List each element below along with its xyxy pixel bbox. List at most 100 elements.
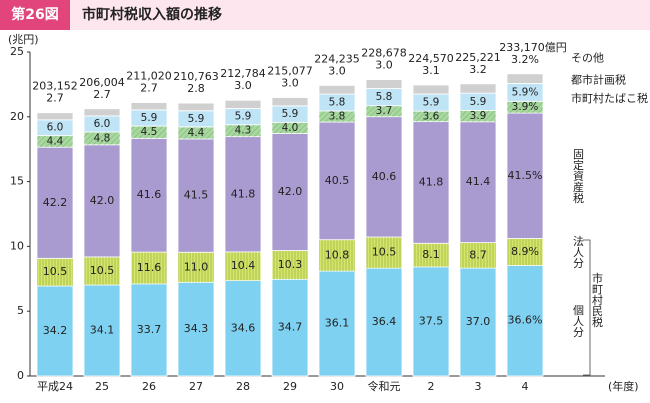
x-tick-label: 平成24 (37, 380, 73, 393)
value-label: 42.2 (43, 196, 68, 209)
value-label: 41.5 (184, 189, 209, 202)
value-label: 5.8 (376, 91, 393, 103)
value-label: 34.3 (184, 322, 209, 335)
segment-texture (178, 252, 214, 283)
value-label: 40.5 (325, 174, 350, 187)
y-tick-label: 20 (10, 110, 24, 123)
value-label: 36.4 (372, 315, 397, 328)
segment-texture (178, 126, 214, 139)
value-label: 8.9% (511, 245, 539, 258)
value-label: 6.0 (47, 122, 64, 134)
bar-segment (506, 112, 544, 239)
value-label: 41.6 (137, 188, 162, 201)
value-label: 3.8 (329, 110, 346, 122)
segment-texture (272, 250, 308, 280)
value-label: 4.5 (141, 126, 158, 138)
total-label: 225,221 (455, 51, 501, 64)
bar-segment (130, 283, 168, 377)
total-label: 224,570 (408, 52, 454, 65)
figure-badge (0, 0, 70, 30)
segment-texture (507, 238, 543, 266)
value-label: 3.2 (469, 63, 487, 76)
bar-segment (412, 121, 450, 244)
segment-texture (272, 122, 308, 134)
value-label: 34.6 (231, 321, 256, 334)
value-label: 37.5 (419, 314, 444, 327)
x-tick-label: 29 (283, 380, 297, 393)
value-label: 2.7 (140, 82, 158, 95)
total-label: 233,170億円 (499, 41, 567, 54)
legend-label: 市町村たばこ税 (571, 91, 648, 105)
value-label: 40.6 (372, 170, 397, 183)
legend-label: その他 (571, 52, 604, 65)
value-label: 3.0 (281, 77, 299, 90)
value-label: 2.8 (187, 82, 205, 95)
value-label: 3.6 (423, 110, 440, 122)
value-label: 5.9 (470, 96, 487, 108)
segment-texture (319, 110, 355, 123)
x-tick-label: 3 (475, 380, 482, 393)
value-label: 3.9% (512, 101, 539, 113)
value-label: 3.9 (470, 110, 487, 122)
value-label: 34.1 (90, 323, 115, 336)
value-label: 10.5 (43, 265, 68, 278)
value-label: 42.0 (278, 185, 303, 198)
segment-texture (131, 126, 167, 139)
segment-texture (413, 111, 449, 122)
header-band (0, 0, 650, 30)
bar-segment (83, 284, 121, 377)
value-label: 4.4 (47, 135, 64, 147)
value-label: 5.9 (423, 97, 440, 109)
value-label: 3.2% (511, 53, 539, 66)
bar-segment (412, 84, 450, 95)
bar-segment (459, 83, 497, 94)
value-label: 4.4 (188, 127, 205, 139)
value-label: 37.0 (466, 315, 491, 328)
bar-segment (36, 112, 74, 121)
bar-segment (459, 121, 497, 244)
value-label: 10.5 (90, 264, 115, 277)
value-label: 11.0 (184, 260, 209, 273)
segment-texture (366, 105, 402, 117)
segment-texture (225, 251, 261, 281)
x-tick-label: 4 (522, 380, 529, 393)
value-label: 3.0 (375, 59, 393, 72)
segment-texture (225, 124, 261, 137)
total-label: 211,020 (126, 70, 172, 83)
x-tick-label: 28 (236, 380, 250, 393)
value-label: 36.6% (508, 314, 543, 327)
segment-texture (131, 252, 167, 284)
legend-label: 個人分 (572, 304, 585, 337)
bar-segment (506, 264, 544, 377)
bar-segment (271, 133, 309, 251)
value-label: 10.8 (325, 248, 350, 261)
x-tick-label: 2 (428, 380, 435, 393)
value-label: 5.9 (282, 108, 299, 120)
bar-segment (224, 136, 262, 253)
legend-label: 固定資産税 (572, 148, 585, 203)
bar-segment (318, 121, 356, 241)
value-label: 3.0 (328, 64, 346, 77)
y-tick-label: 0 (17, 369, 24, 382)
x-tick-label: 令和元 (368, 379, 401, 393)
segment-texture (84, 131, 120, 145)
value-label: 11.6 (137, 261, 162, 274)
x-tick-label: 30 (330, 380, 344, 393)
total-label: 203,152 (32, 80, 78, 93)
bar-segment (271, 278, 309, 377)
segment-texture (37, 135, 73, 148)
legend-label: 都市計画税 (571, 72, 626, 86)
value-label: 10.5 (372, 246, 397, 259)
segment-texture (507, 101, 543, 114)
bar-segment (271, 97, 309, 107)
bar-segment (36, 285, 74, 377)
bracket (583, 239, 591, 376)
value-label: 41.8 (419, 175, 444, 188)
value-label: 5.9 (141, 112, 158, 124)
y-unit: (兆円) (8, 33, 39, 46)
value-label: 4.0 (282, 122, 299, 134)
x-tick-label: 25 (95, 380, 109, 393)
bar-segment (177, 102, 215, 112)
y-tick-label: 15 (10, 175, 24, 188)
